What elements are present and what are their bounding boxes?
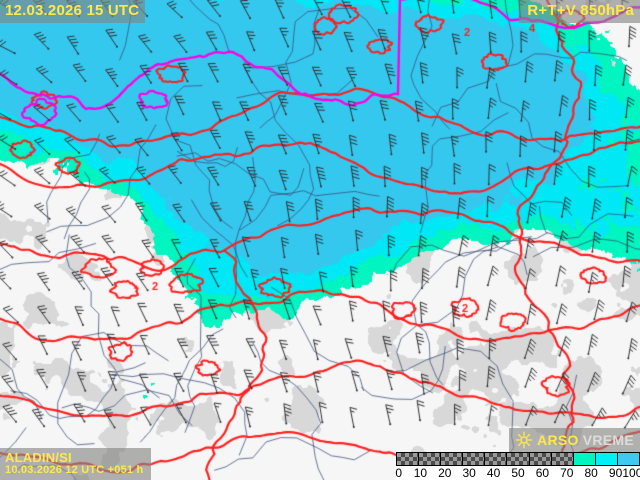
legend-tick-label: 100 [622, 466, 640, 480]
model-name: ALADIN/SI [5, 449, 72, 465]
legend-swatch [507, 453, 530, 465]
legend-tick-label: 30 [462, 466, 476, 480]
legend-swatch [485, 453, 508, 465]
model-info-label: ALADIN/SI 10.03.2026 12 UTC +051 h [0, 447, 152, 480]
logo-brand-primary: ARSO [537, 432, 579, 448]
legend-swatch-row [396, 452, 640, 466]
legend-swatch [573, 453, 596, 465]
legend-tick-label: 90 [608, 466, 623, 480]
legend-swatch [419, 453, 442, 465]
legend-tick-row: 0 10 20 30 40 50 60 70 80 90 100 [395, 466, 640, 480]
legend-swatch [463, 453, 486, 465]
legend-tick-label: 20 [438, 466, 452, 480]
valid-datetime-label: 12.03.2026 15 UTC [0, 0, 146, 23]
legend-tick-label: 70 [560, 466, 574, 480]
arso-vreme-logo[interactable]: ARSO VREME [509, 428, 640, 452]
legend-tick-label: 80 [584, 466, 598, 480]
legend-swatch [441, 453, 464, 465]
legend-swatch [529, 453, 552, 465]
sun-icon [515, 431, 533, 449]
parameter-label: R+T+V 850hPa [519, 0, 640, 23]
colorbar-legend[interactable]: 0 10 20 30 40 50 60 70 80 90 100 [395, 452, 640, 480]
legend-tick-label: 50 [511, 466, 525, 480]
legend-swatch [595, 453, 618, 465]
legend-tick-label: 60 [535, 466, 550, 480]
legend-swatch [397, 453, 420, 465]
legend-tick-label: 0 [395, 466, 403, 480]
legend-tick-label: 40 [486, 466, 501, 480]
model-run-time: 10.03.2026 12 UTC +051 h [5, 464, 144, 477]
legend-swatch [551, 453, 574, 465]
logo-brand-secondary: VREME [582, 432, 634, 448]
legend-tick-label: 10 [413, 466, 428, 480]
legend-swatch [617, 453, 640, 465]
